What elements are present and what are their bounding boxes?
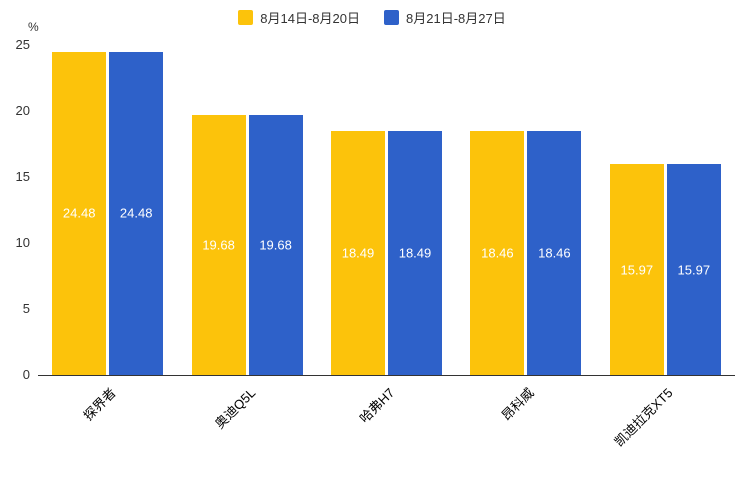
bar: 15.97 [666,164,721,375]
bar-value-label: 24.48 [119,205,153,221]
bar: 18.46 [527,131,582,375]
bar: 15.97 [609,164,664,375]
x-category-label: 昂科威 [498,385,537,424]
bar-value-label: 19.68 [202,237,235,253]
x-axis-line [38,375,735,376]
legend-label: 8月14日-8月20日 [260,11,360,26]
bar-value-label: 18.49 [341,245,375,261]
bar-value-label: 15.97 [677,262,711,278]
bar: 18.49 [331,130,385,375]
bar-value-label: 18.46 [481,245,514,261]
x-category-label: 探界者 [80,385,119,424]
bar: 24.48 [109,51,164,375]
bar-value-label: 18.49 [398,245,432,261]
legend-swatch-icon [238,10,254,25]
bar-value-label: 15.97 [620,262,654,278]
y-tick-label: 5 [22,301,30,316]
bar: 19.68 [248,115,303,375]
bar-value-label: 24.48 [62,205,96,221]
bar: 19.68 [191,115,246,375]
y-tick-label: 10 [15,235,30,250]
x-category-label: 奥迪Q5L [211,385,258,432]
y-tick-label: 0 [22,367,30,382]
y-tick-label: 15 [15,169,30,184]
y-tick-label: 25 [15,37,30,52]
bar-value-label: 19.68 [259,237,292,253]
legend-item[interactable]: 8月21日-8月27日 [384,8,506,27]
bar: 24.48 [52,51,107,375]
y-axis-unit-label: % [28,20,39,34]
legend: 8月14日-8月20日 8月21日-8月27日 [0,8,744,27]
legend-item[interactable]: 8月14日-8月20日 [238,8,360,27]
x-category-label: 哈弗H7 [356,385,398,426]
legend-swatch-icon [384,10,399,25]
legend-label: 8月21日-8月27日 [406,11,506,26]
x-category-label: 凯迪拉克XT5 [611,385,677,450]
bar: 18.49 [388,130,442,375]
bar-value-label: 18.46 [538,245,571,261]
bar: 18.46 [470,131,525,375]
y-tick-label: 20 [15,103,30,118]
